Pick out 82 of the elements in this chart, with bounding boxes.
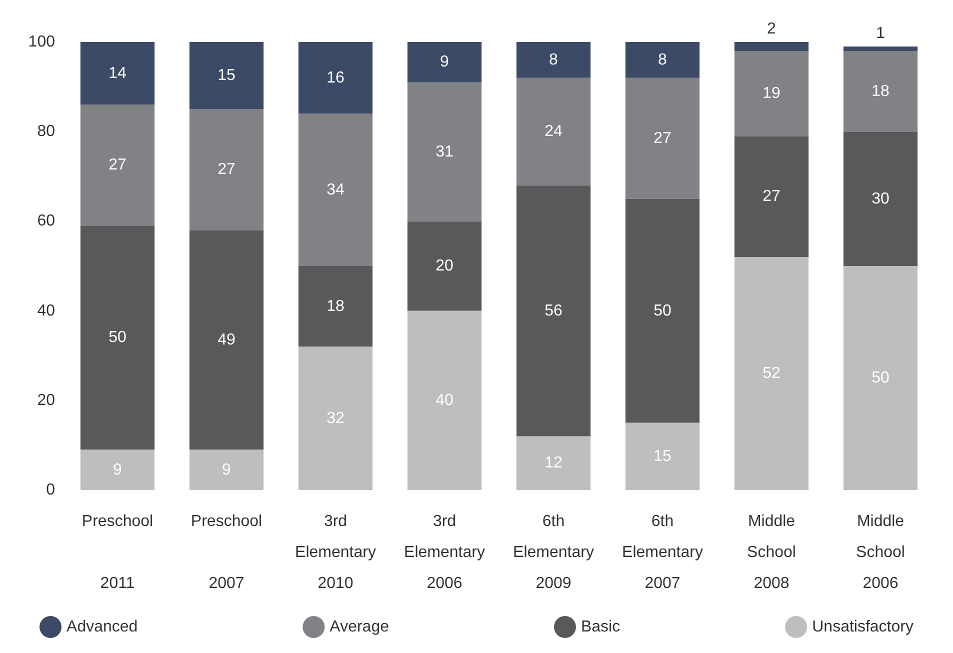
y-tick-label: 100 bbox=[28, 34, 56, 50]
data-label: 9 bbox=[222, 461, 232, 478]
data-label: 27 bbox=[218, 161, 236, 178]
bar bbox=[843, 266, 918, 490]
bar bbox=[516, 42, 591, 78]
data-label: 14 bbox=[108, 64, 126, 82]
legend-label: Unsatisfactory bbox=[812, 618, 914, 636]
data-label: 20 bbox=[436, 258, 454, 274]
data-label: 56 bbox=[544, 302, 562, 320]
data-label: 16 bbox=[326, 69, 344, 86]
bar bbox=[298, 42, 373, 114]
data-label: 40 bbox=[436, 392, 454, 409]
y-tick-label: 80 bbox=[37, 123, 56, 140]
bar bbox=[80, 226, 155, 450]
bar bbox=[407, 221, 482, 311]
bar bbox=[298, 114, 373, 266]
y-tick-label: 0 bbox=[46, 482, 56, 498]
x-tick-label: 6th Elementary 2009 bbox=[513, 513, 594, 592]
x-tick-label: 3rd Elementary 2006 bbox=[404, 513, 485, 592]
bar bbox=[516, 78, 591, 186]
x-tick-label: 3rd Elementary 2010 bbox=[295, 513, 376, 592]
bar bbox=[298, 266, 373, 347]
y-tick-label: 20 bbox=[37, 392, 56, 409]
category-label: Preschool 2007 bbox=[190, 513, 262, 592]
bar bbox=[407, 42, 482, 82]
data-label: 50 bbox=[872, 370, 890, 386]
legend-label: Basic bbox=[580, 618, 620, 636]
data-label: 15 bbox=[218, 67, 236, 84]
bar bbox=[734, 257, 809, 490]
bar bbox=[843, 50, 918, 132]
x-tick-label: Middle School 2008 bbox=[747, 513, 796, 592]
data-label: 8 bbox=[549, 51, 558, 68]
data-label: 24 bbox=[544, 123, 562, 140]
data-label: 15 bbox=[654, 448, 672, 465]
data-label: 30 bbox=[872, 190, 890, 208]
data-label: 19 bbox=[762, 85, 780, 102]
bar bbox=[298, 346, 373, 490]
bar bbox=[516, 185, 591, 436]
bar bbox=[80, 42, 155, 105]
bar bbox=[625, 42, 700, 78]
category-label: Preschool 2011 bbox=[82, 513, 154, 592]
data-label: 2 bbox=[767, 20, 776, 38]
data-label: 27 bbox=[654, 130, 672, 147]
bar bbox=[843, 132, 918, 266]
bar bbox=[189, 230, 264, 450]
data-label: 12 bbox=[544, 454, 562, 472]
x-tick-label: 6th Elementary 2007 bbox=[622, 513, 703, 592]
bar bbox=[734, 50, 809, 136]
bar bbox=[80, 104, 155, 226]
bar bbox=[80, 450, 155, 490]
bar bbox=[843, 46, 918, 51]
data-label: 9 bbox=[440, 54, 450, 71]
bar bbox=[516, 436, 591, 490]
y-tick-label: 40 bbox=[37, 302, 56, 320]
data-label: 31 bbox=[436, 143, 454, 160]
data-label: 32 bbox=[326, 410, 344, 427]
data-label: 8 bbox=[658, 51, 668, 68]
data-label: 9 bbox=[113, 461, 122, 478]
bar bbox=[189, 42, 264, 110]
data-label: 1 bbox=[876, 24, 886, 42]
data-label: 18 bbox=[872, 82, 890, 100]
bar bbox=[407, 82, 482, 222]
data-label: 49 bbox=[218, 331, 236, 348]
data-label: 50 bbox=[108, 329, 126, 346]
data-label: 27 bbox=[762, 188, 780, 206]
bar bbox=[407, 310, 482, 490]
x-tick-label: Middle School 2006 bbox=[856, 513, 905, 592]
legend-label: Average bbox=[330, 618, 390, 636]
bar bbox=[625, 198, 700, 423]
data-label: 18 bbox=[326, 298, 344, 315]
bar bbox=[734, 136, 809, 258]
data-label: 27 bbox=[108, 156, 126, 174]
bar bbox=[189, 109, 264, 230]
data-label: 52 bbox=[762, 365, 780, 382]
y-tick-label: 60 bbox=[37, 212, 56, 230]
bar bbox=[189, 450, 264, 490]
bar bbox=[625, 422, 700, 490]
data-label: 50 bbox=[654, 302, 672, 320]
bar bbox=[734, 42, 809, 51]
legend-label: Advanced bbox=[66, 618, 138, 636]
data-label: 34 bbox=[326, 181, 344, 198]
bar bbox=[625, 78, 700, 199]
